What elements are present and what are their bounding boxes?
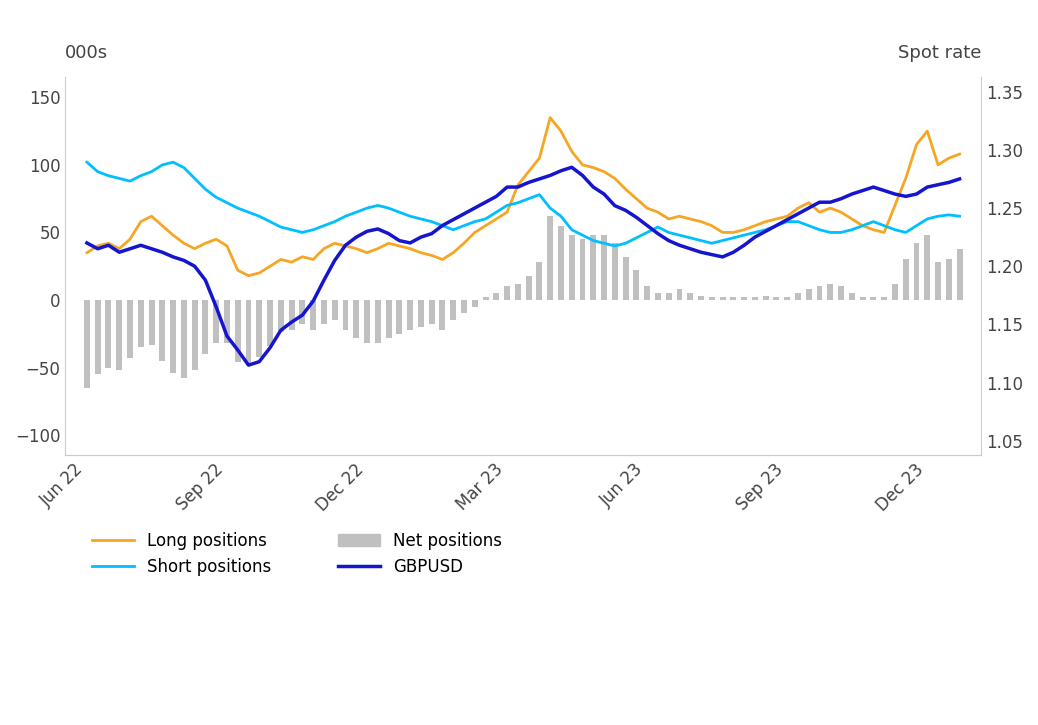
Bar (699, 296, 704, 300)
Bar (537, 262, 543, 300)
Bar (515, 283, 521, 300)
Bar (601, 235, 607, 300)
Bar (849, 293, 855, 300)
Bar (127, 300, 133, 358)
Bar (817, 286, 822, 300)
Bar (278, 300, 283, 332)
Bar (731, 297, 736, 300)
Bar (235, 300, 241, 362)
Bar (397, 300, 403, 334)
Bar (924, 235, 930, 300)
Bar (633, 270, 639, 300)
Bar (805, 289, 812, 300)
Bar (719, 297, 726, 300)
Bar (461, 300, 467, 313)
Bar (170, 300, 176, 373)
Bar (375, 300, 381, 343)
Bar (267, 300, 273, 346)
Bar (504, 286, 510, 300)
Bar (246, 300, 251, 365)
Bar (493, 293, 499, 300)
Bar (892, 283, 898, 300)
Bar (785, 297, 790, 300)
Bar (364, 300, 370, 343)
Bar (343, 300, 349, 330)
Bar (871, 297, 876, 300)
Bar (741, 297, 747, 300)
Bar (645, 286, 650, 300)
Bar (773, 297, 780, 300)
Bar (946, 260, 952, 300)
Bar (148, 300, 155, 344)
Bar (838, 286, 844, 300)
Bar (611, 244, 618, 300)
Bar (591, 235, 596, 300)
Bar (795, 293, 801, 300)
Bar (859, 297, 866, 300)
Bar (579, 239, 585, 300)
Bar (299, 300, 305, 324)
Bar (192, 300, 197, 370)
Bar (903, 260, 908, 300)
Bar (181, 300, 187, 378)
Bar (407, 300, 413, 330)
Bar (418, 300, 424, 327)
Bar (483, 297, 489, 300)
Legend: Long positions, Short positions, Net positions, GBPUSD: Long positions, Short positions, Net pos… (92, 531, 502, 576)
Bar (623, 257, 629, 300)
Bar (655, 293, 661, 300)
Bar (224, 300, 230, 343)
Bar (353, 300, 359, 338)
Bar (429, 300, 435, 324)
Bar (677, 289, 682, 300)
Bar (525, 276, 531, 300)
Bar (665, 293, 672, 300)
Bar (321, 300, 327, 324)
Bar (913, 244, 920, 300)
Bar (569, 235, 575, 300)
Bar (558, 225, 564, 300)
Bar (385, 300, 391, 338)
Bar (84, 300, 90, 388)
Bar (256, 300, 263, 357)
Bar (752, 297, 758, 300)
Bar (547, 216, 553, 300)
Bar (827, 283, 834, 300)
Bar (763, 296, 768, 300)
Bar (116, 300, 122, 370)
Bar (202, 300, 209, 354)
Bar (687, 293, 693, 300)
Bar (881, 297, 887, 300)
Bar (957, 249, 962, 300)
Bar (160, 300, 165, 361)
Bar (138, 300, 143, 347)
Bar (310, 300, 317, 330)
Bar (213, 300, 219, 343)
Text: Spot rate: Spot rate (898, 44, 981, 62)
Text: 000s: 000s (65, 44, 109, 62)
Bar (450, 300, 456, 320)
Bar (935, 262, 941, 300)
Bar (289, 300, 295, 330)
Bar (332, 300, 337, 320)
Bar (439, 300, 445, 330)
Bar (472, 300, 477, 307)
Bar (709, 297, 715, 300)
Bar (106, 300, 111, 368)
Bar (94, 300, 101, 374)
